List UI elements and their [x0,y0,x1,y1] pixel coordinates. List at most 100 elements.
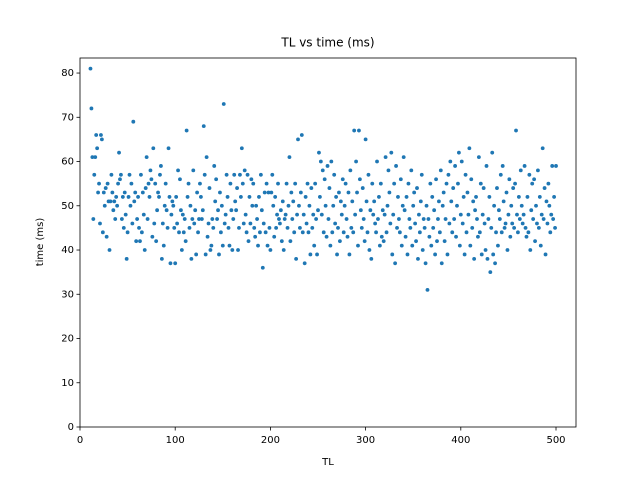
point [516,195,521,199]
point [517,217,522,221]
point [463,172,468,177]
point [465,190,470,195]
point [542,186,547,190]
point [480,212,485,217]
point [547,203,552,208]
point [516,230,520,235]
point [378,181,383,186]
point [213,199,218,204]
point [309,186,314,190]
point [215,217,219,221]
point [96,190,100,195]
point [137,225,141,230]
point [194,252,199,257]
point [88,66,93,71]
point [365,230,370,235]
point [270,172,275,177]
point [445,252,450,257]
point [99,137,104,142]
point [528,248,533,252]
point [95,146,100,151]
point [117,150,121,155]
point [368,208,373,213]
point [418,199,423,204]
point [167,195,172,199]
point [121,225,126,230]
point [156,190,160,195]
point [472,256,477,261]
point [342,203,347,208]
point [482,221,487,226]
plot-area [88,66,558,292]
point [154,239,159,244]
point [171,203,176,208]
point [426,217,431,221]
point [407,217,412,221]
point [299,133,304,137]
point [214,177,219,182]
point [359,225,364,230]
point [113,217,118,221]
point [185,195,190,199]
point [377,243,382,248]
point [261,221,266,226]
point [379,234,384,239]
point [511,186,516,190]
point [373,221,378,226]
point [100,230,105,235]
point [459,159,464,164]
point [381,239,386,244]
point [485,256,490,261]
point [535,221,539,226]
point [284,181,289,186]
point [454,234,458,239]
point [136,195,140,199]
point [112,199,117,204]
point [519,203,524,208]
point [192,221,197,226]
point [423,261,428,266]
point [89,106,94,111]
point [487,195,492,199]
point [446,172,451,177]
point [298,225,302,230]
point [242,168,247,173]
point [233,199,238,204]
point [444,181,449,186]
point [305,181,310,186]
point [393,261,398,266]
point [111,208,116,213]
point [203,252,208,257]
point [428,181,433,186]
point [327,186,332,190]
point [385,203,390,208]
y-axis-label: time (ms) [35,218,46,267]
point [457,243,462,248]
point [478,181,483,186]
point [163,181,168,186]
point [456,181,460,186]
point [406,181,411,186]
point [236,248,240,252]
point [330,230,335,235]
point [467,146,472,151]
point [318,159,323,164]
point [108,199,113,204]
point [293,181,298,186]
point [437,199,441,204]
point [258,230,262,235]
point [510,221,515,226]
point [527,172,532,177]
point [554,164,558,168]
point [501,199,506,204]
point [544,199,549,204]
point [470,225,475,230]
y-tick-label: 80 [61,68,74,79]
point [345,234,350,239]
point [308,252,313,257]
point [553,225,557,230]
point [438,168,443,173]
point [135,217,140,221]
point [469,177,474,182]
point [104,234,109,239]
